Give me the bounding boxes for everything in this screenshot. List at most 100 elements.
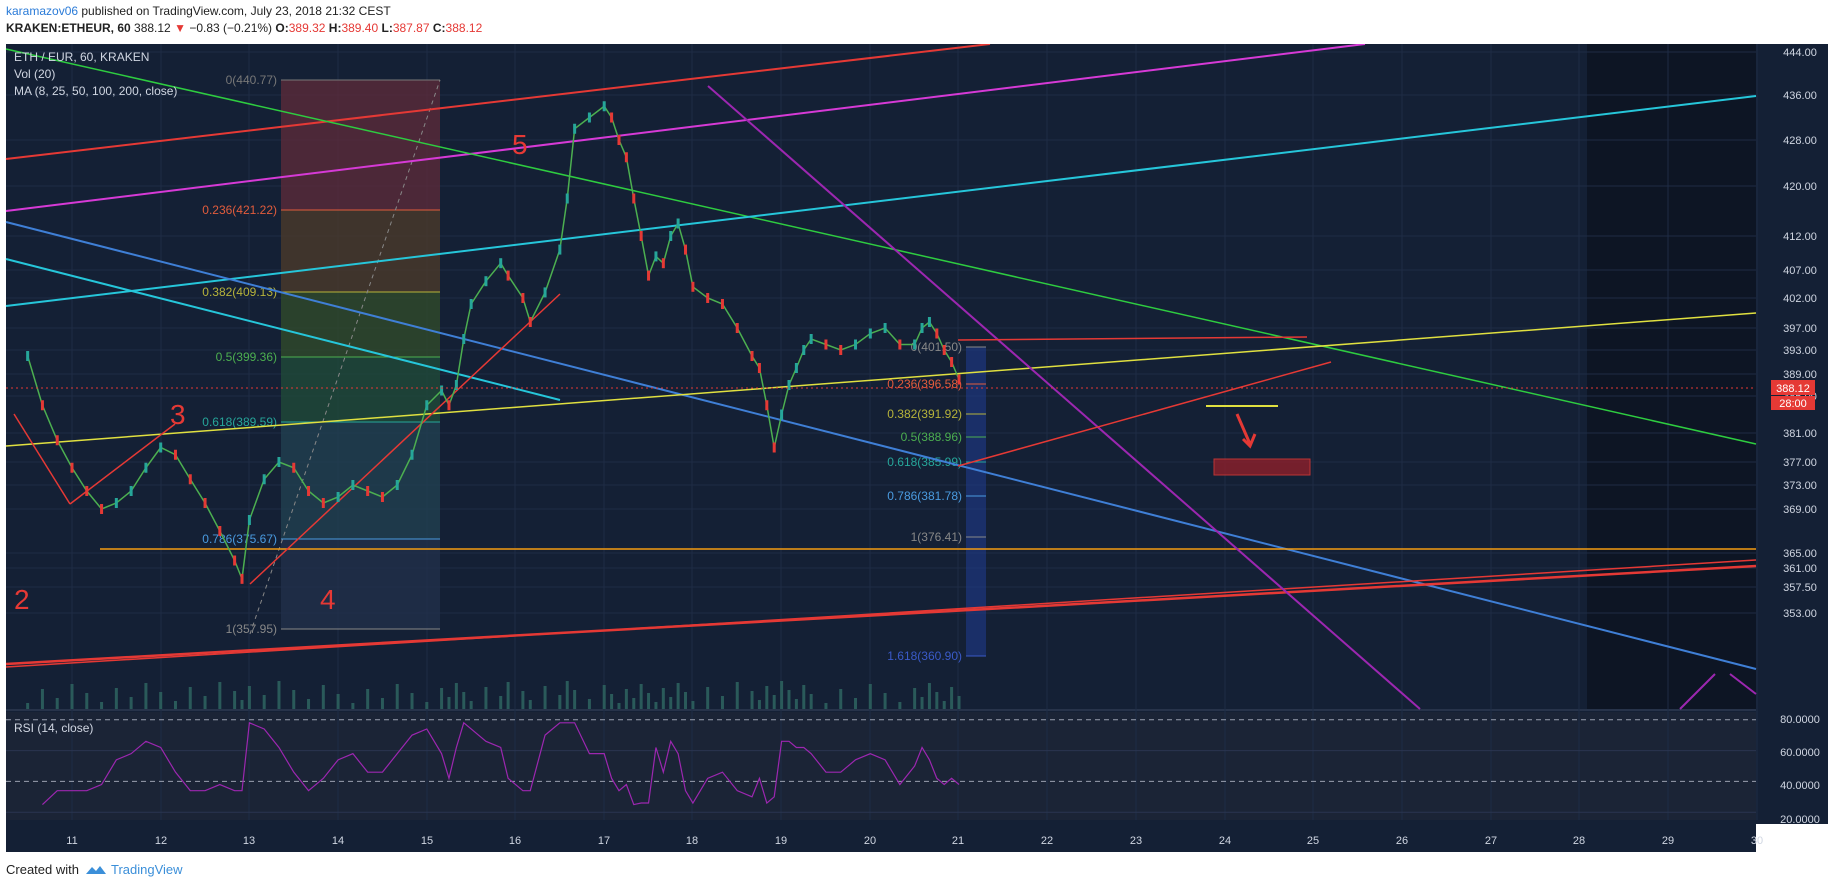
volume-bar xyxy=(809,694,813,709)
price-tick: 397.00 xyxy=(1783,323,1817,335)
volume-bar xyxy=(802,685,806,709)
volume-bar xyxy=(942,701,946,709)
last-price-tag-label: 388.12 xyxy=(1776,383,1810,395)
price-tick: 381.00 xyxy=(1783,428,1817,440)
created-with-text: Created with xyxy=(6,862,79,877)
candle xyxy=(794,363,798,373)
volume-bar xyxy=(794,699,798,709)
volume-bar xyxy=(780,681,784,709)
down-arrow-icon: ▼ xyxy=(174,21,186,35)
candle xyxy=(565,193,569,204)
candle xyxy=(787,380,791,390)
candle xyxy=(70,462,74,473)
volume-bar xyxy=(617,703,621,709)
candle xyxy=(188,474,192,485)
volume-bar xyxy=(380,698,384,709)
candle xyxy=(277,457,281,467)
fib-right-label: 1.618(360.90) xyxy=(887,649,962,663)
countdown-tag xyxy=(1771,396,1815,410)
candle xyxy=(957,374,961,385)
candle xyxy=(336,492,340,502)
rsi-pane xyxy=(6,712,1756,820)
wave-label: 2 xyxy=(14,584,30,615)
volume-bar xyxy=(750,691,754,709)
volume-bar xyxy=(499,696,503,709)
price-chart[interactable]: 0(440.77) 0.236(421.22) 0.382(409.13) 0.5(3… xyxy=(0,44,1828,852)
volume-bar xyxy=(935,692,939,709)
chart-title: ETH / EUR, 60, KRAKEN xyxy=(14,50,149,64)
volume-bar xyxy=(676,683,680,709)
price-tick: 377.00 xyxy=(1783,457,1817,469)
volume-bar xyxy=(898,702,902,709)
candle xyxy=(425,400,429,411)
last-price: 388.12 xyxy=(134,21,171,35)
candle xyxy=(521,293,525,303)
author-link[interactable]: karamazov06 xyxy=(6,4,79,18)
tradingview-logo-icon xyxy=(85,865,106,874)
volume-bar xyxy=(543,686,547,709)
candle xyxy=(610,112,614,123)
fib-band xyxy=(281,210,440,292)
ma-legend: MA (8, 25, 50, 100, 200, close) xyxy=(14,84,177,98)
price-tick: 428.00 xyxy=(1783,135,1817,147)
volume-bar xyxy=(85,693,89,709)
time-tick: 21 xyxy=(952,835,964,847)
candle xyxy=(639,231,643,241)
volume-bar xyxy=(691,701,695,709)
tradingview-link[interactable]: TradingView xyxy=(85,862,183,877)
candle xyxy=(129,486,133,496)
candle xyxy=(854,339,858,350)
low-label: L: xyxy=(381,21,393,35)
volume-bar xyxy=(203,696,207,709)
candle xyxy=(307,486,311,496)
fib-level-label: 0(440.77) xyxy=(226,73,277,87)
trendline xyxy=(5,44,991,160)
trendline xyxy=(5,559,1757,668)
fib-level-label: 0.786(375.67) xyxy=(202,532,277,546)
fib-band xyxy=(281,80,440,210)
price-tick: 369.00 xyxy=(1783,504,1817,516)
volume-bar xyxy=(639,684,643,709)
trendline xyxy=(5,44,1366,212)
volume-bar xyxy=(558,695,562,709)
price-tick: 389.00 xyxy=(1783,369,1817,381)
candle xyxy=(159,442,163,453)
price-axis-background xyxy=(1756,44,1828,824)
trendline xyxy=(5,258,561,401)
trendline xyxy=(957,336,1308,341)
fib-right-label: 1(376.41) xyxy=(911,530,962,544)
trendline xyxy=(5,221,1757,670)
trendline xyxy=(5,48,1757,445)
candle xyxy=(203,498,207,508)
volume-bar xyxy=(661,688,665,709)
trendline xyxy=(5,564,1757,666)
volume-bar xyxy=(144,683,148,709)
candle xyxy=(669,231,673,241)
volume-bar xyxy=(824,703,828,709)
candle xyxy=(757,363,761,373)
open-value: 389.32 xyxy=(288,21,326,35)
time-tick: 22 xyxy=(1041,835,1053,847)
time-tick: 26 xyxy=(1396,835,1408,847)
price-tick: 444.00 xyxy=(1783,47,1817,59)
axis-labels: 444.00 436.00 428.00 420.00 412.00 407.00 402.… xyxy=(6,47,1820,847)
volume-bar xyxy=(610,694,614,709)
candle xyxy=(765,400,769,411)
volume-bar xyxy=(950,687,954,709)
volume-bar xyxy=(587,699,591,709)
low-value: 387.87 xyxy=(392,21,430,35)
candle xyxy=(26,351,30,361)
candle xyxy=(240,573,244,584)
candle xyxy=(898,339,902,350)
rsi-tick: 60.0000 xyxy=(1780,747,1820,759)
close-label: C: xyxy=(432,21,446,35)
candle xyxy=(654,251,658,262)
trendline xyxy=(13,413,71,505)
last-price-tag xyxy=(1771,380,1815,395)
candle xyxy=(750,351,754,361)
target-box xyxy=(1213,458,1311,476)
candle xyxy=(144,462,148,473)
candle xyxy=(454,380,458,390)
time-tick: 19 xyxy=(775,835,787,847)
fib-right-band xyxy=(966,347,986,656)
